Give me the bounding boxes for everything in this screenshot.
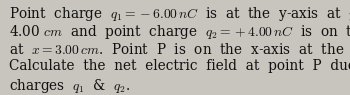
Text: Point  charge  $q_1 = -6.00\,nC$  is  at  the  y-axis  at  $y=$: Point charge $q_1 = -6.00\,nC$ is at the…	[9, 5, 350, 23]
Text: charges  $q_1$  &  $q_2$.: charges $q_1$ & $q_2$.	[9, 77, 130, 95]
Text: at  $x = 3.00\,cm$.  Point  P  is  on  the  x-axis  at  the  origin.: at $x = 3.00\,cm$. Point P is on the x-a…	[9, 41, 350, 59]
Text: Calculate  the  net  electric  field  at  point  P  due  to  the: Calculate the net electric field at poin…	[9, 59, 350, 73]
Text: 4.00 $cm$  and  point  charge  $q_2 = +4.00\,nC$  is  on  the  x-axis: 4.00 $cm$ and point charge $q_2 = +4.00\…	[9, 23, 350, 41]
